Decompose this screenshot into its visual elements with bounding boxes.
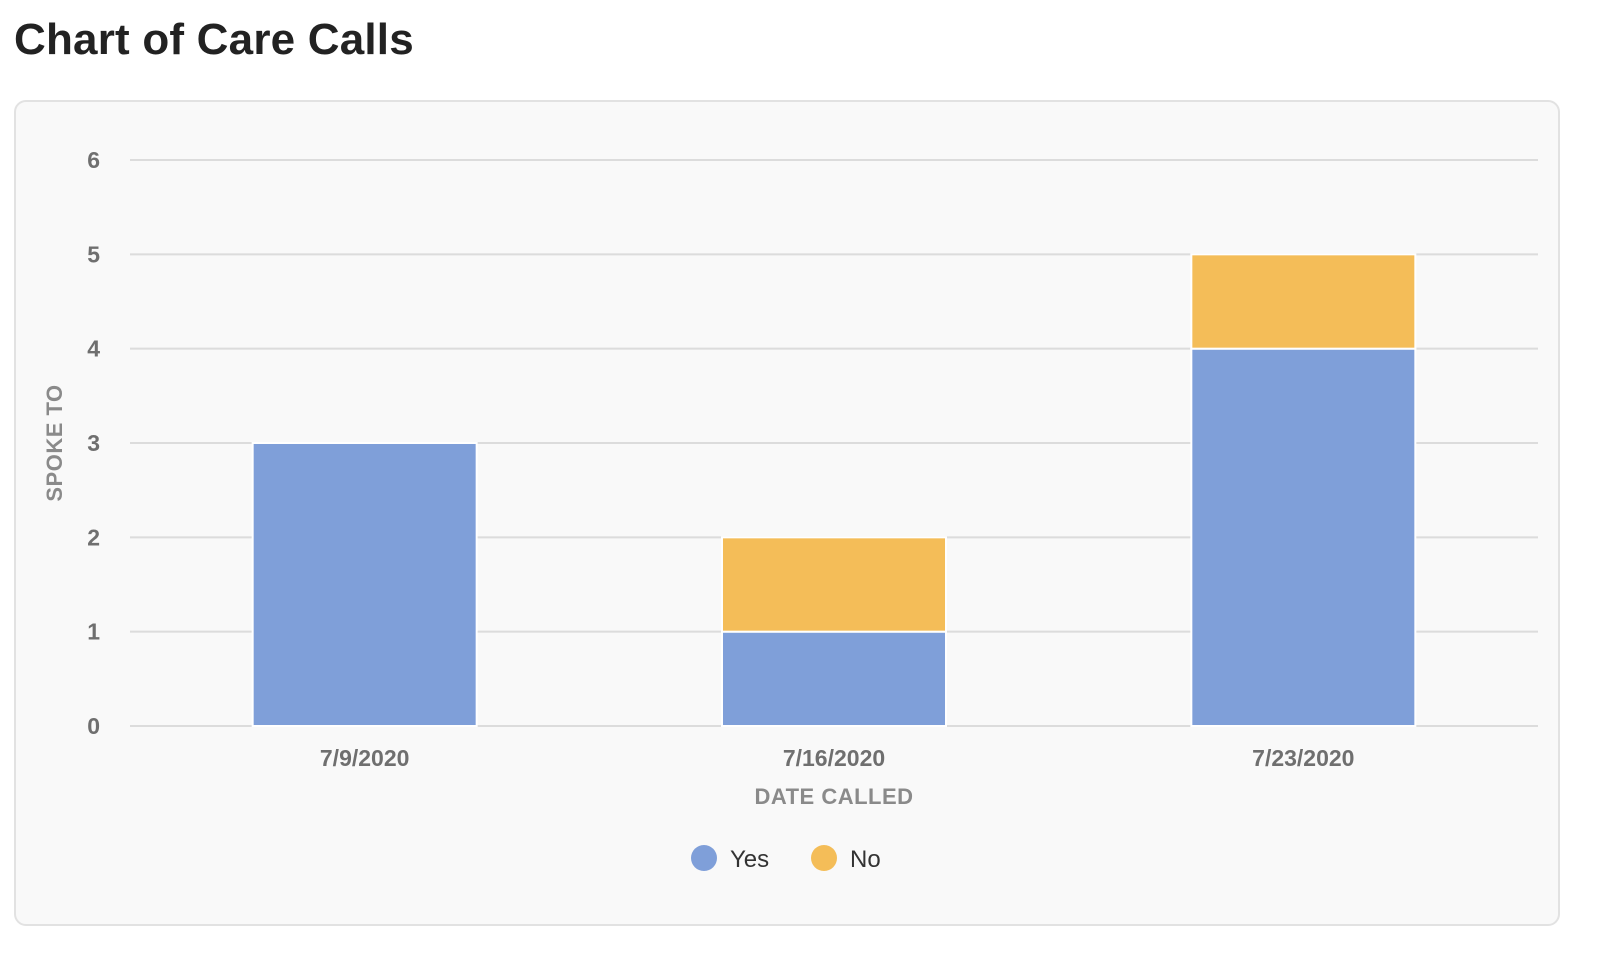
y-tick-label: 4	[87, 336, 100, 362]
y-tick-label: 3	[87, 430, 100, 456]
bars	[251, 253, 1417, 728]
page-title: Chart of Care Calls	[14, 15, 414, 64]
legend: Yes No	[691, 845, 881, 873]
x-tick-label: 7/9/2020	[320, 745, 410, 771]
y-tick-label: 2	[87, 524, 100, 550]
care-calls-chart: 0 1 2 3 4 5 6 7/9/2020 7/16/2020 7/23/2020 DATE …	[42, 147, 1538, 873]
y-tick-label: 6	[87, 147, 100, 173]
y-axis-title: SPOKE TO	[42, 384, 67, 501]
legend-item-yes: Yes	[691, 845, 769, 873]
bar-yes-2	[1190, 347, 1417, 728]
legend-item-no: No	[811, 845, 881, 873]
chart-card: 0 1 2 3 4 5 6 7/9/2020 7/16/2020 7/23/2020 DATE …	[14, 100, 1560, 926]
x-tick-label: 7/16/2020	[783, 745, 885, 771]
bar-yes-1	[721, 630, 947, 728]
y-axis-ticks: 0 1 2 3 4 5 6	[87, 147, 100, 739]
bar-no-2	[1190, 253, 1417, 350]
x-axis-title: DATE CALLED	[754, 784, 913, 809]
bar-yes-0	[251, 442, 478, 727]
x-axis-ticks: 7/9/2020 7/16/2020 7/23/2020	[320, 745, 1355, 771]
bar-no-1	[721, 536, 947, 633]
legend-swatch-no	[811, 845, 837, 871]
y-tick-label: 5	[87, 241, 100, 267]
legend-label-yes: Yes	[730, 846, 769, 873]
y-tick-label: 1	[87, 619, 100, 645]
legend-swatch-yes	[691, 845, 717, 871]
x-tick-label: 7/23/2020	[1252, 745, 1354, 771]
legend-label-no: No	[850, 846, 881, 873]
y-tick-label: 0	[87, 713, 100, 739]
